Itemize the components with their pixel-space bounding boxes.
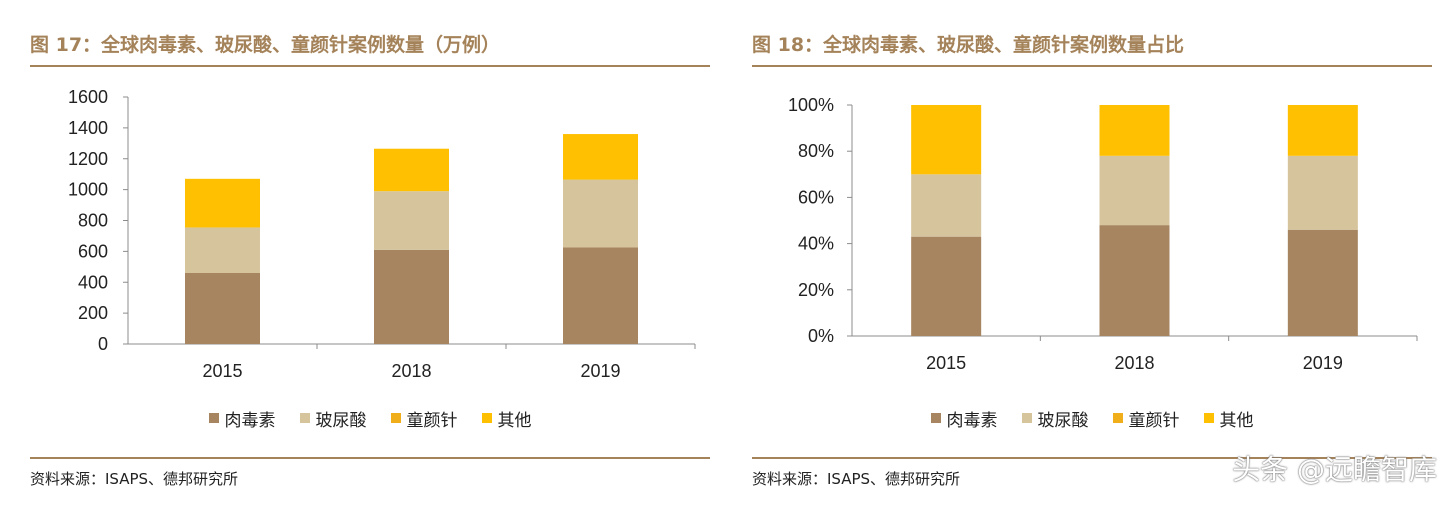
x-tick-label: 2018 (1114, 353, 1154, 373)
chart-legend: 肉毒素 玻尿酸 童颜针 其他 (30, 405, 710, 431)
legend-item: 童颜针 (1112, 405, 1180, 431)
y-tick-label: 20% (798, 280, 834, 300)
x-tick-label: 2018 (391, 361, 431, 381)
title-divider (30, 65, 710, 67)
y-tick-label: 200 (78, 303, 108, 323)
legend-swatch (390, 413, 401, 423)
chart-title: 图 18：全球肉毒素、玻尿酸、童颜针案例数量占比 (752, 34, 1185, 56)
legend-item: 玻尿酸 (1021, 405, 1089, 431)
y-tick-label: 0% (808, 326, 834, 346)
bar-segment-2 (1099, 155, 1170, 226)
legend-item: 其他 (481, 405, 532, 431)
legend-label: 其他 (1219, 410, 1254, 431)
legend-swatch (481, 413, 492, 423)
legend-label: 其他 (497, 410, 532, 431)
legend-label: 童颜针 (406, 410, 458, 431)
bar-segment-4 (563, 134, 638, 180)
bar-segment-1 (911, 236, 982, 336)
bar-segment-1 (1099, 225, 1170, 336)
bar-segment-1 (374, 249, 449, 344)
watermark: 头条 @远瞻智库 (1232, 453, 1437, 486)
y-tick-label: 80% (798, 141, 834, 161)
bar-segment-4 (911, 105, 982, 175)
y-tick-label: 40% (798, 234, 834, 254)
bar-segment-1 (185, 272, 260, 344)
legend-item: 童颜针 (390, 405, 458, 431)
y-tick-label: 1000 (68, 180, 108, 200)
x-tick-label: 2019 (580, 361, 620, 381)
y-tick-label: 100% (788, 95, 834, 115)
legend-swatch (1021, 413, 1032, 423)
x-tick-label: 2019 (1303, 353, 1343, 373)
legend-swatch (299, 413, 310, 423)
x-tick-label: 2015 (926, 353, 966, 373)
source-note: 资料来源：ISAPS、德邦研究所 (752, 470, 961, 488)
y-tick-label: 1600 (68, 87, 108, 107)
bar-segment-4 (374, 148, 449, 192)
stacked-bar-chart-counts: 0 200 400 600 800 1000 1200 1400 1600 2015 2018 201… (68, 87, 696, 381)
bar-segment-4 (185, 178, 260, 228)
legend-swatch (930, 413, 941, 423)
y-tick-label: 1200 (68, 149, 108, 169)
legend-swatch (1112, 413, 1123, 423)
bar-segment-1 (563, 247, 638, 344)
y-tick-label: 400 (78, 272, 108, 292)
title-divider (752, 65, 1432, 67)
chart-panel-left: 图 17：全球肉毒素、玻尿酸、童颜针案例数量（万例） 0 200 400 600 800… (30, 0, 710, 506)
legend-item: 玻尿酸 (299, 405, 367, 431)
legend-swatch (1203, 413, 1214, 423)
y-tick-label: 1400 (68, 118, 108, 138)
stacked-bar-chart-share: 0% 20% 40% 60% 80% 100% 2015 2018 2019 (788, 95, 1418, 373)
bar-segment-2 (1287, 155, 1358, 230)
bar-segment-2 (374, 191, 449, 250)
y-tick-label: 600 (78, 241, 108, 261)
y-tick-label: 60% (798, 187, 834, 207)
bar-segment-4 (1099, 105, 1170, 156)
legend-label: 玻尿酸 (315, 410, 367, 431)
bar-segment-2 (911, 174, 982, 237)
bar-segment-1 (1287, 229, 1358, 336)
legend-label: 童颜针 (1128, 410, 1180, 431)
bar-segment-2 (185, 227, 260, 273)
bar-segment-2 (563, 179, 638, 248)
legend-label: 肉毒素 (946, 410, 998, 431)
chart-title: 图 17：全球肉毒素、玻尿酸、童颜针案例数量（万例） (30, 34, 501, 56)
chart-legend: 肉毒素 玻尿酸 童颜针 其他 (752, 405, 1432, 431)
source-divider (752, 457, 1432, 459)
y-tick-label: 800 (78, 211, 108, 231)
chart-panel-right: 图 18：全球肉毒素、玻尿酸、童颜针案例数量占比 0% 20% 40% 60% 80% 1… (752, 0, 1432, 506)
legend-label: 肉毒素 (224, 410, 276, 431)
legend-item: 肉毒素 (930, 405, 998, 431)
source-note: 资料来源：ISAPS、德邦研究所 (30, 470, 239, 488)
bar-segment-4 (1287, 105, 1358, 156)
legend-label: 玻尿酸 (1037, 410, 1089, 431)
y-tick-label: 0 (98, 334, 108, 354)
legend-item: 其他 (1203, 405, 1254, 431)
source-divider (30, 457, 710, 459)
x-tick-label: 2015 (202, 361, 242, 381)
legend-swatch (208, 413, 219, 423)
legend-item: 肉毒素 (208, 405, 276, 431)
